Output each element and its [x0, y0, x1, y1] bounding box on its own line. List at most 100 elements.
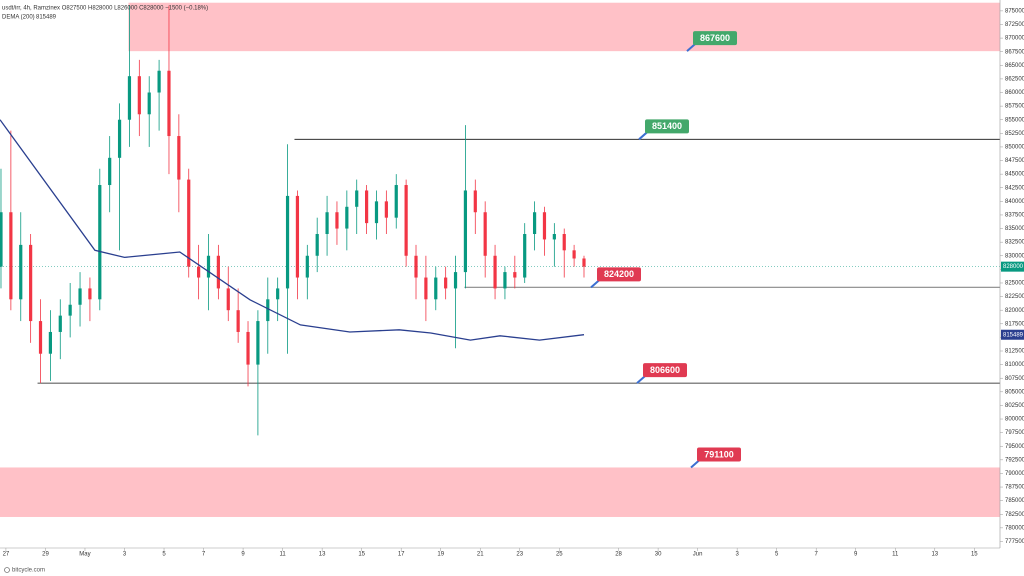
candle-body	[532, 212, 537, 235]
candle-body	[197, 266, 201, 278]
callout-pointer	[686, 43, 696, 52]
candle-body	[285, 195, 290, 289]
candle-body	[453, 272, 458, 289]
y-tick-label: 832500	[1005, 240, 1024, 246]
y-tick-label: 807500	[1005, 376, 1024, 382]
y-tick-label: 790000	[1005, 471, 1024, 477]
indicator-name: DEMA (200)	[2, 15, 35, 21]
x-tick-label: 15	[358, 552, 365, 558]
candle-body	[424, 277, 428, 300]
indicator-value: 815489	[36, 15, 57, 21]
y-tick-label: 872500	[1005, 22, 1024, 28]
x-tick-label: 13	[931, 552, 938, 558]
x-tick-label: 11	[279, 552, 286, 558]
candle-body	[444, 277, 448, 289]
candle-body	[483, 212, 487, 256]
candle-body	[493, 255, 497, 289]
candle-body	[355, 190, 359, 207]
x-tick-label: 29	[42, 552, 49, 558]
y-tick-label: 800000	[1005, 417, 1024, 423]
y-tick-label: 862500	[1005, 76, 1024, 82]
x-tick-label: 19	[437, 552, 444, 558]
candle-body	[38, 321, 43, 354]
y-tick-label: 835000	[1005, 226, 1024, 232]
candle-body	[513, 272, 517, 278]
x-tick-label: 11	[892, 552, 899, 558]
y-tick-label: 820000	[1005, 308, 1024, 314]
x-tick-label: May	[79, 552, 90, 558]
y-tick-label: 805000	[1005, 389, 1024, 395]
candle-body	[127, 76, 132, 120]
x-tick-label: 5	[775, 552, 779, 558]
callout-label: 824200	[604, 269, 634, 279]
candle-body	[78, 288, 82, 305]
candle-body	[19, 244, 23, 300]
last-price-box	[1001, 261, 1024, 272]
candle-body	[108, 157, 112, 186]
y-tick-label: 837500	[1005, 213, 1024, 219]
candle-body	[216, 255, 220, 289]
candle-body	[552, 234, 556, 240]
callout-box	[643, 363, 687, 378]
candle-body	[582, 258, 586, 267]
y-tick-label: 795000	[1005, 444, 1024, 450]
candle-body	[463, 190, 468, 273]
x-tick-label: 3	[123, 552, 127, 558]
x-tick-label: 17	[398, 552, 405, 558]
y-tick-label: 782500	[1005, 512, 1024, 518]
candle-body	[345, 206, 349, 229]
callout-box	[693, 31, 737, 46]
x-tick-label: 9	[854, 552, 858, 558]
y-tick-label: 867500	[1005, 49, 1024, 55]
zones-layer	[0, 2, 1000, 517]
candle-body	[226, 288, 230, 311]
y-tick-label: 797500	[1005, 430, 1024, 436]
dema-value-box	[1001, 329, 1024, 340]
candle-body	[48, 331, 52, 354]
x-tick-label: 5	[162, 552, 166, 558]
candle-body	[0, 212, 3, 267]
zone	[128, 2, 1000, 52]
callout-label: 791100	[704, 449, 734, 459]
x-tick-label: 7	[202, 552, 206, 558]
x-tick-label: 15	[971, 552, 978, 558]
y-tick-label: 812500	[1005, 349, 1024, 355]
candle-body	[98, 185, 102, 300]
zone	[0, 467, 1000, 517]
callout-pointer	[636, 375, 646, 384]
candle-body	[542, 212, 547, 240]
y-tick-label: 780000	[1005, 525, 1024, 531]
x-tick-label: 23	[516, 552, 523, 558]
y-tick-label: 787500	[1005, 485, 1024, 491]
x-tick-label: 27	[3, 552, 10, 558]
candle-body	[365, 190, 369, 224]
y-tick-label: 845000	[1005, 172, 1024, 178]
x-tick-label: 9	[241, 552, 245, 558]
candle-body	[88, 288, 92, 300]
candle-body	[503, 272, 507, 289]
candle-body	[157, 70, 161, 93]
y-tick-label: 852500	[1005, 131, 1024, 137]
candle-body	[137, 76, 141, 115]
candle-body	[325, 212, 329, 235]
y-tick-label: 875000	[1005, 8, 1024, 14]
x-tick-label: 3	[735, 552, 739, 558]
y-tick-label: 810000	[1005, 362, 1024, 368]
y-tick-label: 860000	[1005, 90, 1024, 96]
candle-body	[523, 234, 527, 278]
candle-body	[9, 212, 13, 300]
x-tick-label: 30	[655, 552, 662, 558]
candle-body	[572, 250, 576, 259]
y-tick-label: 865000	[1005, 63, 1024, 69]
y-tick-label: 847500	[1005, 158, 1024, 164]
candle-body	[404, 185, 408, 256]
candle-body	[374, 201, 379, 224]
y-tick-label: 855000	[1005, 117, 1024, 123]
chart-header: usdt/irr, 4h, Ramzinex O827500 H828000 L…	[2, 6, 208, 12]
candle-body	[256, 321, 260, 365]
x-tick-label: 25	[556, 552, 563, 558]
candle-body	[177, 136, 181, 180]
y-tick-label: 822500	[1005, 294, 1024, 300]
y-tick-label: 792500	[1005, 457, 1024, 463]
candle-body	[414, 255, 418, 278]
